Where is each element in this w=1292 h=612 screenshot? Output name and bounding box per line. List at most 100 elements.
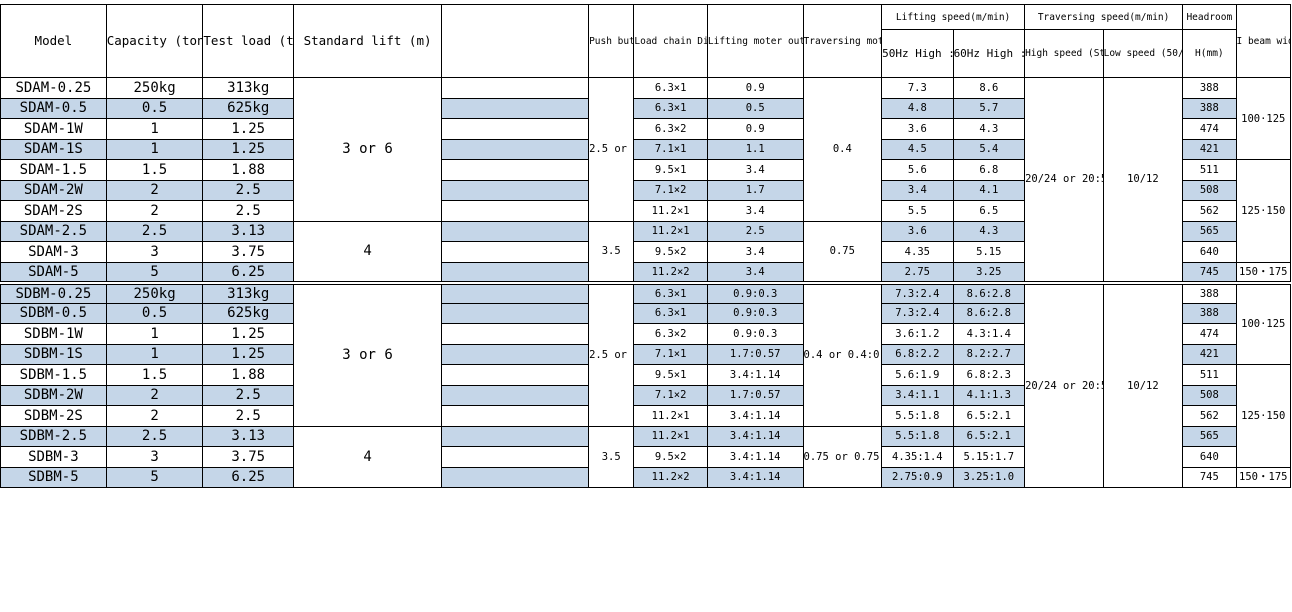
load-chain-cell: 7.1×2 — [633, 179, 708, 201]
test-load-cell: 1.88 — [202, 159, 295, 181]
test-load-cell: 1.25 — [202, 118, 295, 140]
lifting-motor-cell: 3.4:1.14 — [706, 466, 804, 488]
capacity-cell: 1.5 — [105, 364, 204, 386]
trav-low-cell: 10/12 — [1102, 77, 1184, 283]
capacity-cell: 1.5 — [105, 159, 204, 181]
lift-50hz-cell: 3.6:1.2 — [881, 323, 954, 345]
load-chain-cell: 6.3×1 — [633, 97, 708, 119]
model-cell: SDAM-0.5 — [0, 97, 107, 119]
blank-cell — [441, 220, 590, 242]
table-row: SDBM-3 3 3.75 9.5×2 3.4:1.14 4.35:1.4 5.… — [0, 446, 1291, 468]
capacity-cell: 2 — [105, 179, 204, 201]
headroom-cell: 388 — [1182, 302, 1237, 324]
header-lifting-motor: Lifting moter output (kW) (SDBM)High:Low — [706, 4, 804, 78]
capacity-cell: 5 — [105, 261, 204, 283]
standard-lift-cell: 3 or 6 — [293, 77, 443, 222]
model-cell: SDAM-1W — [0, 118, 107, 140]
header-trav-high: High speed (Standard) (50/60 Hz) — [1024, 29, 1104, 78]
blank-cell — [441, 425, 590, 447]
lifting-motor-cell: 0.5 — [706, 97, 804, 119]
capacity-cell: 0.5 — [105, 97, 204, 119]
traversing-motor-cell: 0.75 — [802, 220, 883, 283]
headroom-cell: 474 — [1182, 118, 1237, 140]
header-lifting-speed: Lifting speed(m/min) — [881, 4, 1026, 30]
trav-high-cell: 20/24 or 20:5/24:6 — [1024, 280, 1104, 488]
lifting-motor-cell: 1.7:0.57 — [706, 343, 804, 365]
lift-50hz-cell: 4.35 — [881, 241, 954, 263]
load-chain-cell: 11.2×1 — [633, 220, 708, 242]
lift-60hz-cell: 6.5:2.1 — [952, 405, 1026, 427]
header-blank — [441, 4, 590, 78]
lift-60hz-cell: 6.5 — [952, 200, 1026, 222]
headroom-cell: 421 — [1182, 138, 1237, 160]
blank-cell — [441, 323, 590, 345]
lift-50hz-cell: 5.6 — [881, 159, 954, 181]
lifting-motor-cell: 0.9 — [706, 118, 804, 140]
trav-high-cell: 20/24 or 20:5/24:6 — [1024, 77, 1104, 283]
lifting-motor-cell: 0.9:0.3 — [706, 323, 804, 345]
ibeam-cell: 125·150 — [1235, 159, 1292, 263]
lifting-motor-cell: 0.9:0.3 — [706, 280, 804, 304]
lifting-motor-cell: 3.4:1.14 — [706, 425, 804, 447]
lifting-motor-cell: 2.5 — [706, 220, 804, 242]
test-load-cell: 313kg — [202, 77, 295, 99]
lift-50hz-cell: 4.5 — [881, 138, 954, 160]
load-chain-cell: 6.3×2 — [633, 323, 708, 345]
lifting-motor-cell: 1.7:0.57 — [706, 384, 804, 406]
test-load-cell: 6.25 — [202, 466, 295, 488]
header-lifting-60hz: 60Hz High : Low — [952, 29, 1026, 78]
load-chain-cell: 6.3×1 — [633, 280, 708, 304]
capacity-cell: 1 — [105, 343, 204, 365]
lift-50hz-cell: 2.75 — [881, 261, 954, 283]
lift-50hz-cell: 7.3:2.4 — [881, 280, 954, 304]
table-row: SDAM-2W 2 2.5 7.1×2 1.7 3.4 4.1 508 — [0, 179, 1291, 201]
table-row: SDBM-2.5 2.5 3.13 4 3.5 11.2×1 3.4:1.14 … — [0, 425, 1291, 488]
lift-50hz-cell: 5.5:1.8 — [881, 425, 954, 447]
headroom-cell: 388 — [1182, 77, 1237, 99]
header-traversing-speed: Traversing speed(m/min) — [1024, 4, 1184, 30]
lift-60hz-cell: 6.5:2.1 — [952, 425, 1026, 447]
lift-60hz-cell: 3.25:1.0 — [952, 466, 1026, 488]
load-chain-cell: 7.1×1 — [633, 138, 708, 160]
header-push-button: Push button length (m) — [588, 4, 635, 78]
test-load-cell: 6.25 — [202, 261, 295, 283]
push-button-cell: 3.5 — [588, 425, 635, 488]
lift-60hz-cell: 4.1 — [952, 179, 1026, 201]
headroom-cell: 562 — [1182, 200, 1237, 222]
lifting-motor-cell: 1.7 — [706, 179, 804, 201]
header-traversing-motor: Traversing motor output (kW) — [802, 4, 883, 78]
headroom-cell: 388 — [1182, 280, 1237, 304]
model-cell: SDBM-0.25 — [0, 280, 107, 304]
lifting-motor-cell: 0.9:0.3 — [706, 302, 804, 324]
test-load-cell: 3.75 — [202, 241, 295, 263]
sdam-group: SDAM-0.25 250kg 313kg 3 or 6 2.5 or 5.5 … — [0, 77, 1292, 283]
standard-lift-cell: 4 — [293, 425, 443, 488]
table-row: SDAM-5 5 6.25 11.2×2 3.4 2.75 3.25 745 1… — [0, 261, 1292, 283]
model-cell: SDAM-0.25 — [0, 77, 107, 99]
table-row: SDBM-0.5 0.5 625kg 6.3×1 0.9:0.3 7.3:2.4… — [0, 302, 1291, 324]
blank-cell — [441, 200, 590, 222]
header-headroom: Headroom — [1182, 4, 1237, 30]
traversing-motor-cell: 0.4 or 0.4:0.1 — [802, 280, 883, 427]
lift-50hz-cell: 3.4 — [881, 179, 954, 201]
lift-60hz-cell: 4.1:1.3 — [952, 384, 1026, 406]
lift-50hz-cell: 3.6 — [881, 220, 954, 242]
headroom-cell: 745 — [1182, 466, 1237, 488]
lift-50hz-cell: 7.3 — [881, 77, 954, 99]
capacity-cell: 2.5 — [105, 425, 204, 447]
model-cell: SDBM-1.5 — [0, 364, 107, 386]
lift-50hz-cell: 3.6 — [881, 118, 954, 140]
lift-60hz-cell: 6.8 — [952, 159, 1026, 181]
headroom-cell: 565 — [1182, 425, 1237, 447]
table-row: SDAM-0.25 250kg 313kg 3 or 6 2.5 or 5.5 … — [0, 77, 1292, 283]
sdbm-group: SDBM-0.25 250kg 313kg 3 or 6 2.5 or 5.5 … — [0, 280, 1292, 488]
capacity-cell: 250kg — [105, 77, 204, 99]
model-cell: SDAM-2.5 — [0, 220, 107, 242]
lift-60hz-cell: 6.8:2.3 — [952, 364, 1026, 386]
model-cell: SDBM-2W — [0, 384, 107, 406]
capacity-cell: 2 — [105, 384, 204, 406]
lift-60hz-cell: 5.4 — [952, 138, 1026, 160]
lift-50hz-cell: 2.75:0.9 — [881, 466, 954, 488]
table-row: SDAM-0.5 0.5 625kg 6.3×1 0.5 4.8 5.7 388 — [0, 97, 1291, 119]
blank-cell — [441, 466, 590, 488]
